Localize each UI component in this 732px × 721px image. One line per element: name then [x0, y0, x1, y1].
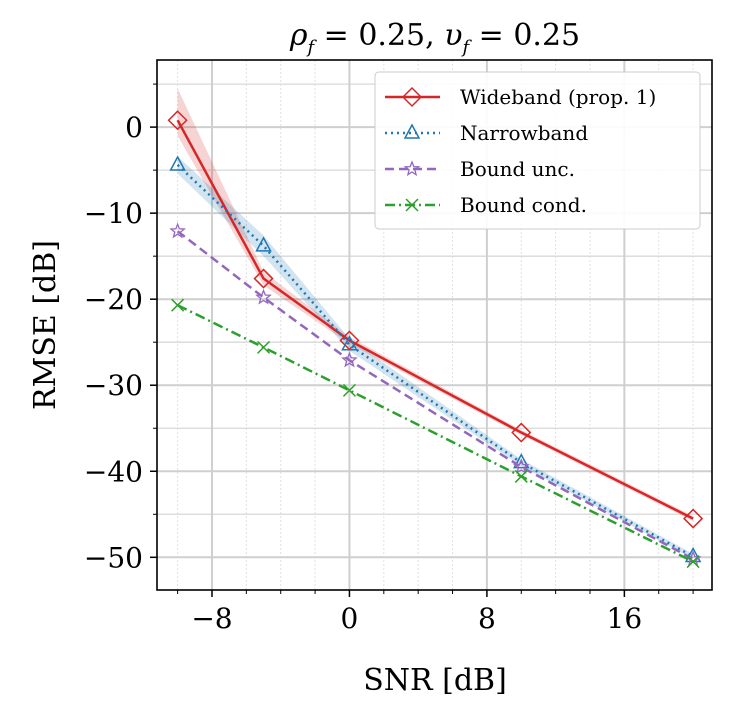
- triangle-marker: [513, 453, 530, 469]
- triangle-marker: [403, 123, 421, 139]
- y-tick-label: −40: [84, 455, 143, 488]
- legend-label: Wideband (prop. 1): [460, 85, 656, 109]
- diamond-marker: [401, 86, 423, 108]
- star-marker: [403, 160, 421, 177]
- legend-label: Narrowband: [460, 121, 588, 145]
- star-marker: [255, 288, 272, 305]
- chart-title: ρf = 0.25, υf = 0.25: [289, 18, 580, 58]
- x-marker: [342, 383, 356, 397]
- star-marker: [512, 458, 530, 475]
- series-line: [176, 164, 694, 558]
- x-marker: [514, 469, 528, 483]
- series-line: [176, 119, 694, 520]
- y-tick-label: −30: [84, 369, 143, 402]
- x-marker: [405, 198, 419, 212]
- plot-frame: [156, 59, 713, 591]
- triangle-marker: [341, 335, 358, 351]
- y-tick-label: −50: [84, 541, 143, 574]
- legend-label: Bound cond.: [460, 193, 587, 217]
- x-tick-label: 0: [341, 602, 359, 635]
- legend-box: [374, 71, 701, 230]
- x-axis-label: SNR [dB]: [363, 663, 507, 698]
- y-tick-label: 0: [125, 111, 143, 144]
- diamond-marker: [683, 508, 704, 529]
- series-line: [177, 304, 694, 563]
- star-marker: [341, 351, 358, 368]
- x-tick-label: 8: [478, 602, 496, 635]
- y-tick-label: −20: [84, 283, 143, 316]
- y-tick-label: −10: [84, 197, 143, 230]
- diamond-marker: [167, 110, 188, 131]
- triangle-marker: [169, 155, 186, 171]
- triangle-marker: [255, 236, 272, 252]
- x-tick-label: −8: [191, 602, 232, 635]
- x-marker: [171, 298, 185, 312]
- diamond-marker: [253, 268, 274, 289]
- diamond-marker: [511, 422, 532, 443]
- x-tick-label: 16: [607, 602, 643, 635]
- x-marker: [686, 555, 700, 569]
- star-marker: [169, 222, 187, 239]
- series-line: [176, 230, 694, 561]
- x-marker: [257, 340, 271, 354]
- legend-label: Bound unc.: [460, 157, 575, 181]
- y-axis-label: RMSE [dB]: [28, 240, 63, 410]
- legend: Wideband (prop. 1) Narrowband Bound unc. Bo…: [374, 71, 701, 230]
